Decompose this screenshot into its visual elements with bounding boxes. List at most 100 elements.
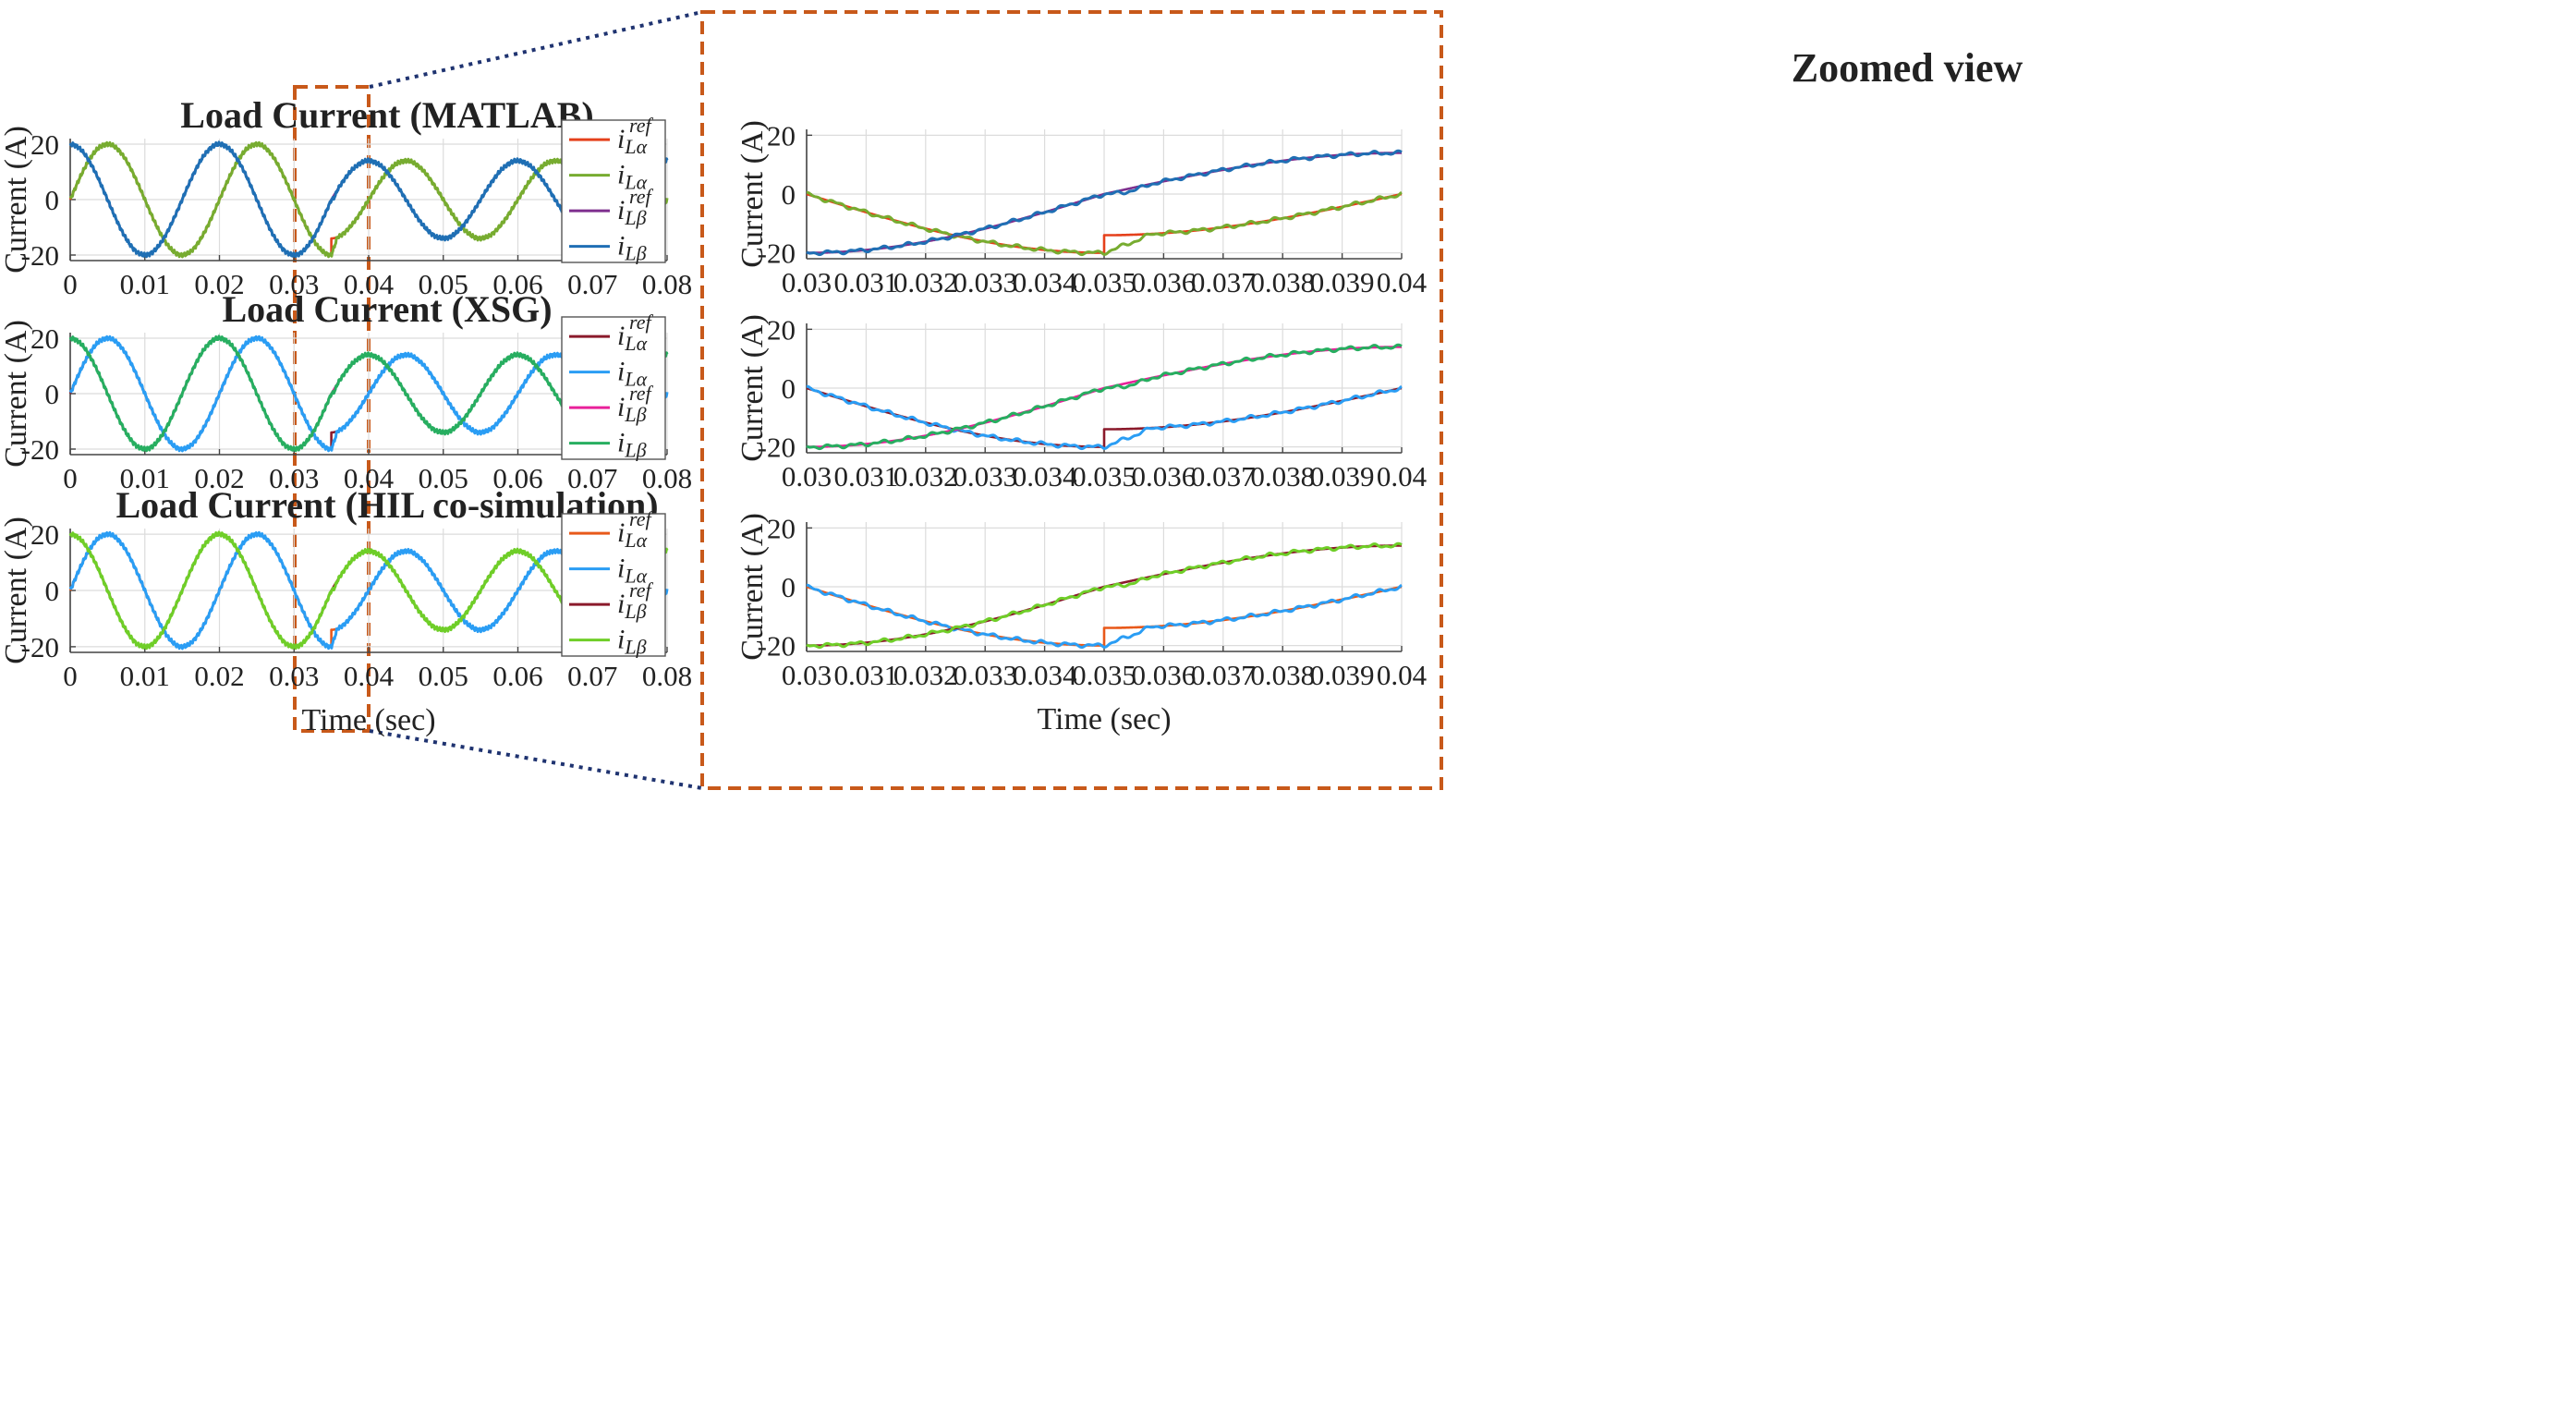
zoom1-xtick-label: 0.032 <box>893 266 958 298</box>
left3-legend-sub-1: Lα <box>624 565 647 588</box>
left2-xtick-label: 0.07 <box>567 462 617 494</box>
connector-bottom <box>369 729 703 790</box>
zoom2-xtick-label: 0.032 <box>893 460 958 493</box>
zoom3-xtick-label: 0.033 <box>953 659 1017 691</box>
zoom2-ytick-label: 0 <box>782 372 796 405</box>
left2-legend-sub-2: Lβ <box>624 403 646 426</box>
zoom3-xlabel: Time (sec) <box>1037 702 1171 736</box>
zoom3-xtick-label: 0.031 <box>834 659 899 691</box>
zoom2-xtick-label: 0.034 <box>1013 460 1077 493</box>
zoom2-xtick-label: 0.033 <box>953 460 1017 493</box>
left2-legend-box <box>561 316 666 460</box>
left2-legend-label-0: iLα <box>617 321 648 355</box>
left2-xtick-label: 0.06 <box>492 462 542 494</box>
zoom2-xtick-label: 0.038 <box>1250 460 1315 493</box>
left1-xtick-label: 0.08 <box>642 268 692 300</box>
zoom1-xtick-label: 0.038 <box>1250 266 1315 298</box>
plots-layer: Load Current (MATLAB)0 0.01 0.02 0.03 0.04 0.… <box>0 94 1428 737</box>
left1-xtick-label: 0 <box>63 268 78 300</box>
left1-xtick-label: 0.01 <box>120 268 170 300</box>
zoom2-xtick-label: 0.039 <box>1310 460 1375 493</box>
left2-panel: Load Current (XSG) 0 0.01 0.02 0.03 0.04 0.05 0… <box>0 288 692 494</box>
left2-legend-sub-0: Lα <box>624 332 647 355</box>
left2-legend-sup-0: ref <box>629 310 654 334</box>
left3-legend-box <box>561 513 666 657</box>
left2-xtick-label: 0.01 <box>120 462 170 494</box>
left1-ytick-label: 0 <box>45 184 60 216</box>
left3-panel: Load Current (HIL co-simulation)0 0.01 0.0… <box>0 484 692 737</box>
left3-xtick-label: 0.05 <box>419 660 468 692</box>
left2-legend-sub-3: Lβ <box>624 439 646 462</box>
zoom3-ytick-label: 20 <box>767 512 796 544</box>
zoom2-series-3 <box>806 343 1403 451</box>
left3-legend-sub-0: Lα <box>624 529 647 552</box>
zoom1-series-3 <box>806 149 1403 257</box>
left3-ytick-label: 20 <box>30 518 59 551</box>
left3-ylabel: Current (A) <box>0 517 33 664</box>
left2-legend-sup-2: ref <box>629 382 654 405</box>
left2-ytick-label: 20 <box>30 322 59 355</box>
left2-xtick-label: 0.03 <box>269 462 319 494</box>
zoom3-xtick-label: 0.035 <box>1072 659 1136 691</box>
zoom2-xtick-label: 0.03 <box>782 460 832 493</box>
left2-xtick-label: 0.05 <box>419 462 468 494</box>
zoom2-panel: 0.03 0.0310.0320.0330.0340.0350.0360.0370… <box>735 313 1428 493</box>
left1-legend-box <box>561 119 666 263</box>
zoom1-ytick-label: 20 <box>767 119 796 152</box>
zoom3-xtick-label: 0.039 <box>1310 659 1375 691</box>
zoom2-xtick-label: 0.037 <box>1191 460 1256 493</box>
left1-xtick-label: 0.06 <box>492 268 542 300</box>
left3-legend-sup-2: ref <box>629 578 654 602</box>
left3-xtick-label: 0.07 <box>567 660 617 692</box>
left1-legend-sub-2: Lβ <box>624 206 646 229</box>
left3-xtick-label: 0.04 <box>344 660 395 692</box>
zoom2-xtick-label: 0.031 <box>834 460 899 493</box>
zoom1-ytick-label: -20 <box>758 237 796 270</box>
left2-ylabel: Current (A) <box>0 320 33 468</box>
zoom3-ytick-label: 0 <box>782 571 796 603</box>
zoom3-xtick-label: 0.04 <box>1377 659 1428 691</box>
zoom1-xtick-label: 0.036 <box>1132 266 1197 298</box>
left2-xtick-label: 0.04 <box>344 462 395 494</box>
left3-xtick-label: 0.08 <box>642 660 692 692</box>
left1-legend-sup-2: ref <box>629 185 654 208</box>
left1-ytick-label: -20 <box>21 239 59 272</box>
left3-xtick-label: 0.01 <box>120 660 170 692</box>
zoom3-xtick-label: 0.036 <box>1132 659 1197 691</box>
zoom2-ytick-label: 20 <box>767 313 796 346</box>
zoom1-xtick-label: 0.037 <box>1191 266 1256 298</box>
zoomed-view-title: Zoomed view <box>1792 45 2023 91</box>
zoom1-xtick-label: 0.03 <box>782 266 832 298</box>
zoom1-xtick-label: 0.031 <box>834 266 899 298</box>
left2-legend-sub-1: Lα <box>624 368 647 391</box>
left2-xtick-label: 0.08 <box>642 462 692 494</box>
left3-legend-sub-2: Lβ <box>624 600 646 623</box>
left2-ytick-label: 0 <box>45 378 60 410</box>
zoom1-xtick-label: 0.035 <box>1072 266 1136 298</box>
left1-ytick-label: 20 <box>30 128 59 161</box>
zoom3-xtick-label: 0.032 <box>893 659 958 691</box>
left3-xtick-label: 0.03 <box>269 660 319 692</box>
zoom3-xtick-label: 0.03 <box>782 659 832 691</box>
zoom3-xtick-label: 0.034 <box>1013 659 1077 691</box>
zoom3-xtick-label: 0.038 <box>1250 659 1315 691</box>
zoom2-xtick-label: 0.04 <box>1377 460 1428 493</box>
left3-ytick-label: 0 <box>45 575 60 607</box>
zoom2-series-1 <box>806 384 1403 451</box>
zoom3-series-1 <box>806 583 1403 650</box>
left1-legend-sub-3: Lβ <box>624 242 646 265</box>
left1-xtick-label: 0.02 <box>194 268 244 300</box>
left1-legend-sup-0: ref <box>629 114 654 137</box>
left3-xlabel: Time (sec) <box>301 703 435 737</box>
zoom3-panel: 0.03 0.0310.0320.0330.0340.0350.0360.0370… <box>735 512 1428 736</box>
left2-xtick-label: 0 <box>63 462 78 494</box>
left1-xtick-label: 0.05 <box>419 268 468 300</box>
zoom2-xtick-label: 0.036 <box>1132 460 1197 493</box>
left1-legend-sub-1: Lα <box>624 171 647 194</box>
left2-xtick-label: 0.02 <box>194 462 244 494</box>
left3-ytick-label: -20 <box>21 631 59 663</box>
left2-ytick-label: -20 <box>21 433 59 466</box>
zoom1-xtick-label: 0.039 <box>1310 266 1375 298</box>
left3-xtick-label: 0.02 <box>194 660 244 692</box>
